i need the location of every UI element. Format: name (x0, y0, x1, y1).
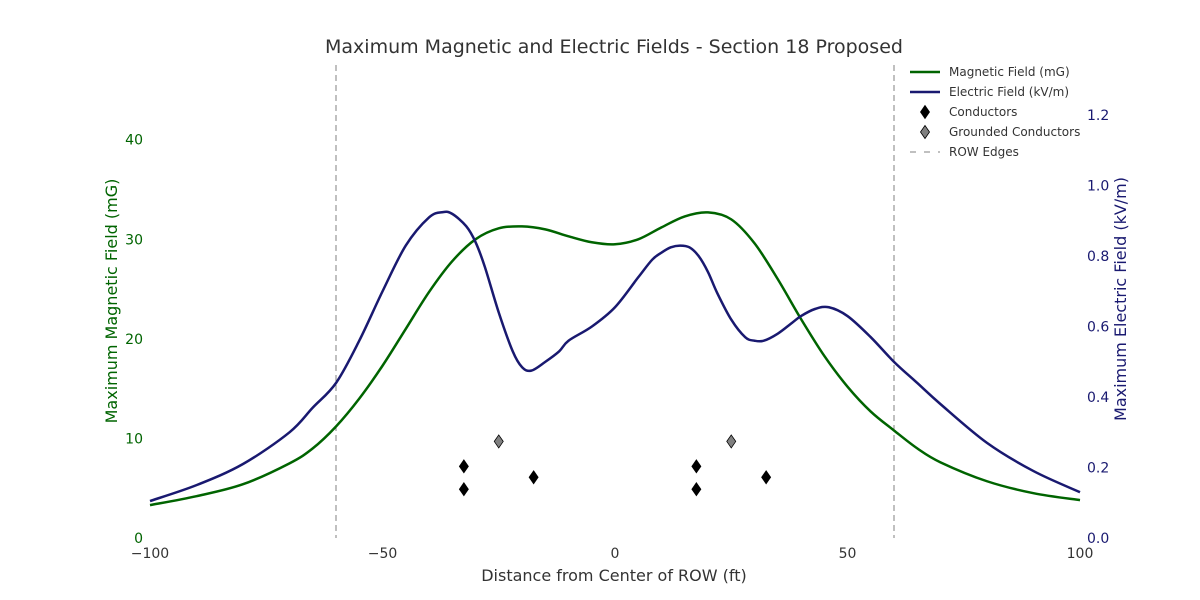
left-axis-label: Maximum Magnetic Field (mG) (102, 179, 121, 424)
conductor-marker-5 (761, 470, 772, 485)
right-tick-label: 1.0 (1087, 179, 1109, 195)
left-axis-ticks: 0 10 20 30 40 (125, 133, 143, 547)
electric-field-line (149, 210, 1081, 503)
right-tick-label: 0.6 (1087, 320, 1109, 336)
left-tick-label: 30 (125, 232, 143, 248)
conductor-marker-0 (458, 459, 469, 474)
conductor-marker-4 (691, 482, 702, 497)
legend-label: Grounded Conductors (949, 125, 1080, 139)
legend: Magnetic Field (mG) Electric Field (kV/m)… (910, 65, 1080, 159)
x-tick-label: 0 (611, 546, 620, 562)
left-tick-label: 0 (134, 531, 143, 547)
right-axis-label: Maximum Electric Field (kV/m) (1111, 177, 1130, 421)
right-tick-label: 0.2 (1087, 461, 1109, 477)
right-axis-ticks: 0.0 0.2 0.4 0.6 0.8 1.0 1.2 (1087, 108, 1109, 547)
right-tick-label: 0.0 (1087, 531, 1109, 547)
x-tick-label: 50 (839, 546, 857, 562)
left-tick-label: 20 (125, 332, 143, 348)
left-tick-label: 10 (125, 431, 143, 447)
magnetic-field-line (149, 211, 1081, 507)
x-tick-label: 100 (1067, 546, 1094, 562)
legend-swatch-diamond (920, 104, 930, 120)
right-tick-label: 0.4 (1087, 390, 1109, 406)
legend-label: Magnetic Field (mG) (949, 65, 1070, 79)
right-tick-label: 1.2 (1087, 108, 1109, 124)
right-tick-label: 0.8 (1087, 249, 1109, 265)
legend-label: ROW Edges (949, 145, 1019, 159)
conductor-marker-1 (458, 482, 469, 497)
x-axis-label: Distance from Center of ROW (ft) (481, 566, 747, 585)
conductor-marker-2 (528, 470, 539, 485)
legend-swatch-diamond (920, 124, 930, 140)
legend-label: Conductors (949, 105, 1017, 119)
left-tick-label: 40 (125, 133, 143, 149)
x-axis-ticks: −100 −50 0 50 100 (131, 546, 1094, 562)
x-tick-label: −100 (131, 546, 169, 562)
series-lines-layer (149, 210, 1081, 507)
x-tick-label: −50 (368, 546, 398, 562)
row-edges-layer (335, 65, 895, 538)
chart-title: Maximum Magnetic and Electric Fields - S… (325, 36, 903, 58)
conductor-markers-layer (458, 434, 772, 497)
conductor-marker-3 (691, 459, 702, 474)
legend-label: Electric Field (kV/m) (949, 85, 1069, 99)
grounded-conductor-marker-0 (493, 434, 504, 449)
grounded-conductor-marker-1 (726, 434, 737, 449)
